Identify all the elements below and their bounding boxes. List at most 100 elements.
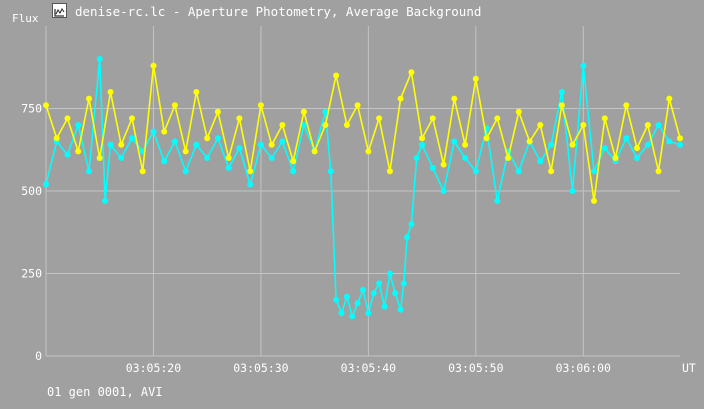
data-point: [644, 122, 651, 128]
data-point: [634, 155, 640, 161]
x-tick-label: 03:05:20: [126, 361, 181, 375]
data-point: [419, 135, 426, 142]
data-point: [214, 108, 221, 115]
data-point: [634, 145, 640, 152]
data-point: [451, 138, 458, 145]
data-point: [397, 306, 404, 313]
data-point: [537, 122, 544, 128]
data-point: [515, 168, 522, 175]
data-point: [75, 122, 82, 128]
data-point: [107, 89, 114, 95]
data-point: [182, 168, 189, 175]
data-point: [381, 303, 388, 310]
data-point: [43, 181, 49, 188]
data-point: [102, 197, 109, 204]
data-point: [537, 158, 544, 165]
data-point: [677, 135, 683, 142]
data-point: [462, 155, 469, 161]
data-point: [150, 62, 157, 69]
data-point: [655, 168, 662, 175]
data-point: [515, 108, 522, 115]
data-point: [440, 188, 447, 194]
data-point: [193, 141, 200, 148]
series-1: [43, 62, 683, 204]
data-point: [171, 138, 178, 145]
data-point: [86, 168, 92, 175]
data-point: [290, 168, 297, 175]
data-point: [483, 135, 490, 142]
data-point: [247, 168, 254, 175]
data-point: [343, 293, 350, 300]
data-point: [386, 168, 393, 175]
data-point: [505, 155, 512, 161]
data-point: [580, 62, 587, 69]
data-point: [365, 148, 372, 155]
data-point: [290, 158, 297, 165]
data-point: [64, 151, 71, 158]
y-tick-label: 250: [21, 267, 42, 281]
data-point: [354, 300, 361, 307]
data-point: [129, 115, 135, 122]
x-unit-label: UT: [682, 361, 696, 375]
data-point: [548, 141, 555, 148]
x-tick-label: 03:05:30: [233, 361, 288, 375]
data-point: [591, 168, 597, 175]
series-layer: [43, 56, 683, 320]
window-title: denise-rc.lc - Aperture Photometry, Aver…: [75, 4, 482, 19]
data-point: [408, 221, 415, 227]
data-point: [440, 161, 447, 168]
data-point: [655, 122, 662, 128]
data-point: [365, 310, 372, 317]
data-point: [182, 148, 189, 155]
data-point: [75, 148, 82, 155]
series-0: [43, 56, 683, 320]
data-point: [569, 188, 576, 194]
data-point: [311, 148, 318, 155]
y-tick-label: 0: [35, 349, 42, 363]
data-point: [451, 95, 458, 102]
data-point: [644, 141, 651, 148]
data-point: [225, 155, 232, 161]
footer-info: 01 gen 0001, AVI: [47, 385, 163, 399]
data-point: [349, 313, 356, 320]
data-point: [376, 280, 383, 287]
data-point: [376, 115, 383, 122]
data-point: [327, 168, 334, 175]
data-point: [279, 138, 286, 145]
data-point: [257, 141, 264, 148]
data-point: [404, 234, 411, 241]
data-point: [591, 197, 597, 204]
data-point: [623, 135, 630, 142]
data-point: [161, 128, 168, 135]
data-point: [400, 280, 407, 287]
data-point: [300, 122, 307, 128]
data-point: [53, 135, 60, 142]
data-point: [236, 115, 243, 122]
title-bar: denise-rc.lc - Aperture Photometry, Aver…: [0, 0, 704, 24]
data-point: [548, 168, 555, 175]
x-tick-label: 03:05:50: [448, 361, 503, 375]
data-point: [204, 155, 211, 161]
data-point: [408, 69, 415, 76]
data-point: [204, 135, 211, 142]
data-point: [601, 115, 608, 122]
series-line: [45, 65, 681, 202]
data-point: [118, 141, 125, 148]
data-point: [612, 155, 619, 161]
data-point: [343, 122, 350, 128]
data-point: [677, 141, 683, 148]
data-point: [86, 95, 92, 102]
data-point: [64, 115, 71, 122]
data-point: [333, 296, 340, 303]
data-point: [225, 164, 232, 171]
data-point: [354, 102, 361, 109]
data-point: [558, 102, 565, 109]
data-point: [472, 168, 479, 175]
data-point: [413, 155, 420, 161]
data-point: [666, 95, 673, 102]
data-point: [558, 89, 565, 95]
data-point: [279, 122, 286, 128]
chart-window-icon[interactable]: [52, 3, 67, 18]
data-point: [171, 102, 178, 109]
